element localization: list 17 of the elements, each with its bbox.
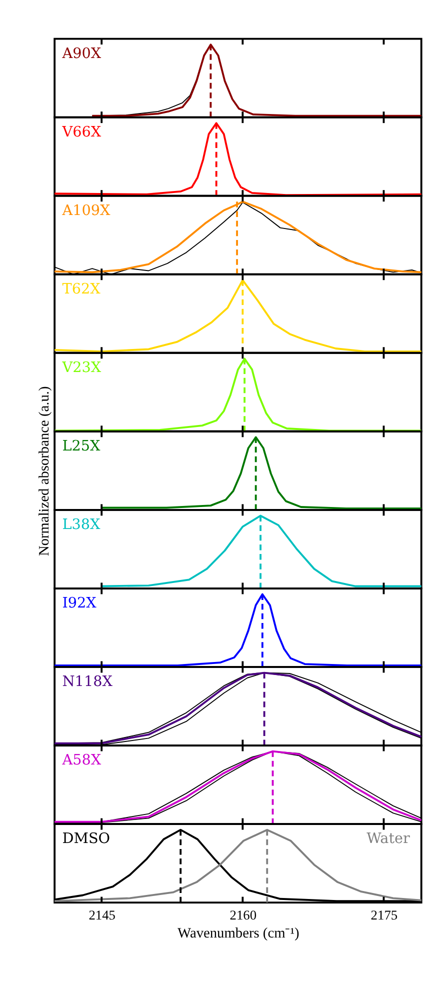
- text: A90X: [61, 46, 102, 62]
- text: V66X: [61, 124, 102, 140]
- text: T62X: [62, 282, 102, 298]
- text: DMSO: [62, 831, 110, 848]
- text: Water: [366, 831, 410, 848]
- text: I92X: [62, 596, 98, 612]
- x-tick-label: 2160: [230, 907, 257, 922]
- x-tick-label: 2145: [88, 907, 116, 922]
- text: N118X: [62, 674, 114, 690]
- x-tick-label: 2175: [370, 907, 398, 922]
- text: A109X: [61, 202, 112, 219]
- text: A58X: [61, 752, 102, 769]
- text: L25X: [62, 438, 102, 455]
- text: L38X: [62, 517, 102, 534]
- x-axis-title: Wavenumbers (cm⁻¹): [178, 925, 300, 942]
- text: V23X: [61, 360, 102, 376]
- y-axis-title: Normalized absorbance (a.u.): [36, 386, 52, 556]
